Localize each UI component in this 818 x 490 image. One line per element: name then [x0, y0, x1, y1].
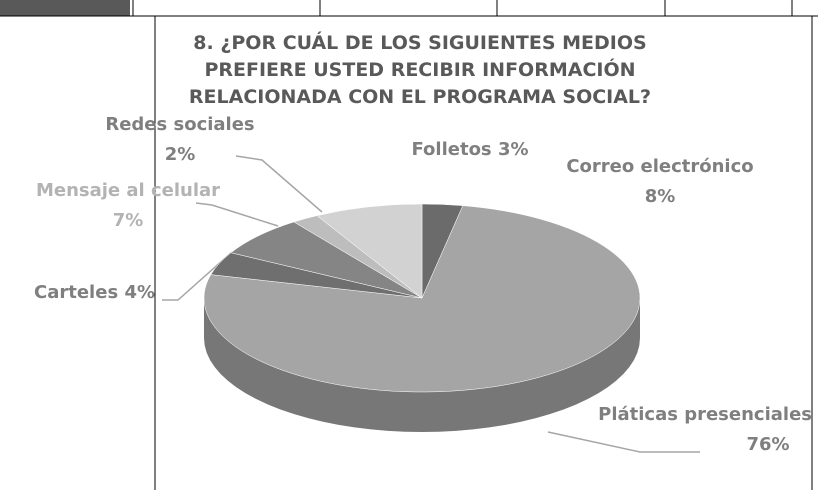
label-name: Folletos — [411, 139, 491, 160]
label-name: Pláticas presenciales — [598, 404, 812, 425]
label-value: 3% — [498, 139, 529, 160]
leader-line — [195, 202, 279, 227]
label-value: 8% — [645, 186, 676, 207]
table-cell — [0, 0, 130, 16]
slice-side — [204, 298, 640, 432]
label-value: 4% — [124, 282, 155, 303]
label-value: 2% — [165, 144, 196, 165]
data-label: Folletos 3% — [411, 139, 528, 160]
label-value: 76% — [746, 434, 789, 455]
leader-line — [547, 431, 700, 453]
chart-title: 8. ¿POR CUÁL DE LOS SIGUIENTES MEDIOS PR… — [188, 32, 652, 108]
label-name: Correo electrónico — [566, 156, 753, 177]
slice — [316, 203, 423, 299]
leader-line — [162, 251, 233, 301]
data-label: Carteles 4% — [34, 282, 155, 303]
label-name: Redes sociales — [105, 114, 254, 135]
label-value: 7% — [113, 210, 144, 231]
label-name: Mensaje al celular — [36, 180, 220, 201]
label-name: Carteles — [34, 282, 118, 303]
slice — [203, 205, 641, 393]
leader-line — [235, 155, 323, 213]
